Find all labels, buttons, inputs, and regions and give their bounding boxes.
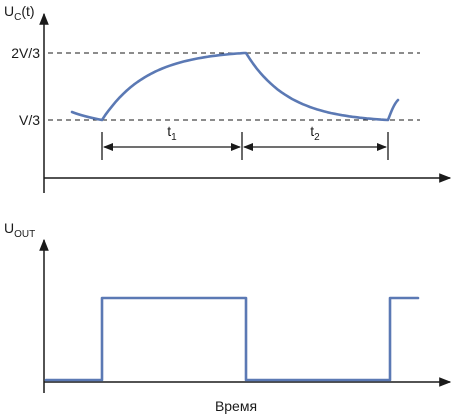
top-ylabel: UC(t) xyxy=(4,3,35,23)
capacitor-voltage-chart: UC(t) 2V/3 V/3 t1 t2 xyxy=(4,3,452,193)
t1-label: t1 xyxy=(167,123,177,143)
x-axis-label: Время xyxy=(215,398,257,414)
output-square-wave xyxy=(44,296,420,382)
tick-two-thirds-v: 2V/3 xyxy=(11,45,40,61)
tick-one-third-v: V/3 xyxy=(19,112,40,128)
output-voltage-chart: UOUT Время xyxy=(4,220,452,414)
t2-label: t2 xyxy=(310,123,320,143)
bottom-ylabel: UOUT xyxy=(4,220,35,240)
capacitor-voltage-curve xyxy=(70,51,400,122)
